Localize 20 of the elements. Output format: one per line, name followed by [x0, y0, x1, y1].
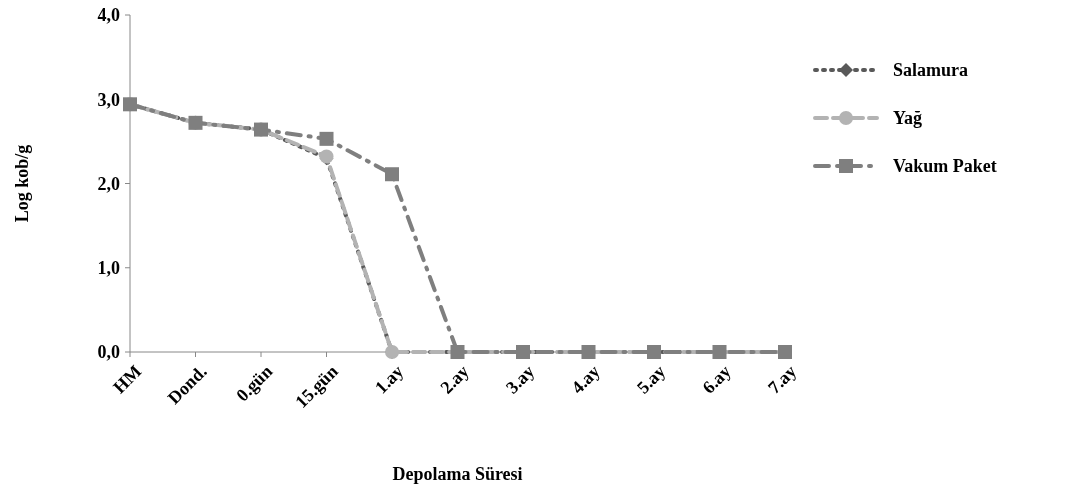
x-tick-label: 1.ay: [370, 361, 408, 398]
x-tick-label: 6.ay: [698, 361, 735, 398]
legend-label: Vakum Paket: [893, 156, 997, 177]
x-tick-label: HM: [109, 361, 146, 398]
y-tick-label: 2,0: [97, 173, 120, 194]
y-axis-title: Log kob/g: [12, 144, 32, 223]
x-tick-label: 3.ay: [501, 361, 539, 398]
legend-label: Salamura: [893, 60, 969, 81]
legend-label: Yağ: [893, 108, 923, 129]
y-tick-label: 3,0: [97, 89, 120, 110]
point: [385, 167, 399, 182]
x-tick-label: 5.ay: [632, 361, 670, 398]
x-axis-title: Depolama Süresi: [392, 464, 523, 484]
y-tick-label: 0,0: [97, 342, 120, 363]
x-tick-label: 4.ay: [567, 361, 604, 398]
x-tick-label: 7.ay: [763, 361, 801, 398]
y-tick-label: 4,0: [97, 5, 120, 26]
y-tick-label: 1,0: [97, 258, 120, 279]
point: [319, 131, 334, 146]
x-tick-label: 2.ay: [436, 361, 473, 398]
